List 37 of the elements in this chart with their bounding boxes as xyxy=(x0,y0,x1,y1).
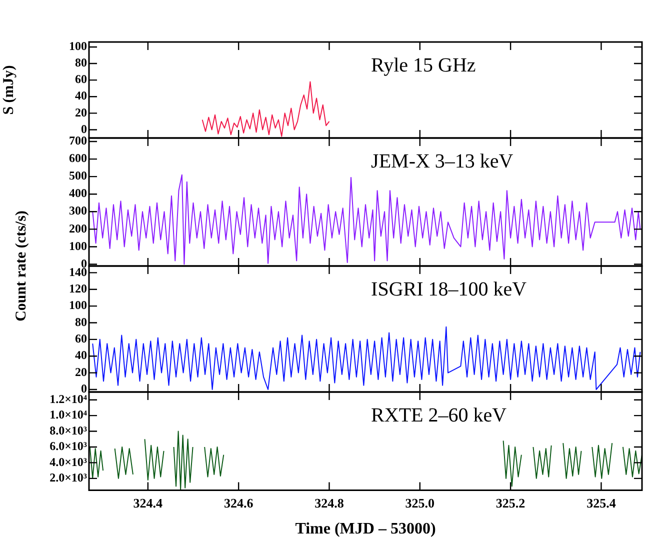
x-tick-label: 324.8 xyxy=(314,495,344,510)
y-tick-label: 1.0×10⁴ xyxy=(50,408,88,422)
annotation: ISGRI 18–100 keV xyxy=(371,278,528,300)
y-tick-label: 40 xyxy=(75,348,87,362)
x-tick-label: 325.0 xyxy=(405,495,435,510)
x-tick-label: 325.2 xyxy=(496,495,526,510)
x-axis-title: Time (MJD – 53000) xyxy=(295,520,436,538)
y-tick-label: 300 xyxy=(69,204,87,218)
annotation: Ryle 15 GHz xyxy=(371,54,476,76)
annotation: RXTE 2–60 keV xyxy=(371,404,508,426)
y-tick-label: 60 xyxy=(75,72,87,86)
x-tick-label: 325.4 xyxy=(586,495,616,510)
y-tick-label: 100 xyxy=(69,39,87,54)
y-tick-label: 500 xyxy=(69,168,87,183)
y-tick-label: 600 xyxy=(69,151,87,166)
x-tick-label: 324.6 xyxy=(224,495,254,510)
y-axis-title: Count rate (cts/s) xyxy=(14,210,30,322)
y-tick-label: 4.0×10³ xyxy=(50,454,88,469)
annotation: JEM-X 3–13 keV xyxy=(371,150,514,172)
y-tick-label: 20 xyxy=(75,105,87,120)
y-tick-label: 6.0×10³ xyxy=(50,439,88,454)
y-tick-label: 80 xyxy=(75,56,87,70)
y-tick-label: 200 xyxy=(69,221,87,236)
y-tick-label: 8.0×10³ xyxy=(50,423,88,438)
y-tick-label: 400 xyxy=(69,186,87,200)
y-tick-label: 0 xyxy=(81,122,87,136)
y-tick-label: 700 xyxy=(69,134,87,148)
y-tick-label: 2.0×10³ xyxy=(50,470,88,485)
y-tick-label: 20 xyxy=(75,364,87,379)
y-tick-label: 100 xyxy=(69,238,87,253)
x-tick-label: 324.4 xyxy=(133,495,164,510)
y-tick-label: 100 xyxy=(69,298,87,312)
y-tick-label: 120 xyxy=(69,281,87,296)
y-axis-title: S (mJy) xyxy=(0,65,17,115)
y-tick-label: 40 xyxy=(75,88,87,103)
y-tick-label: 60 xyxy=(75,332,87,346)
y-tick-label: 80 xyxy=(75,314,87,329)
